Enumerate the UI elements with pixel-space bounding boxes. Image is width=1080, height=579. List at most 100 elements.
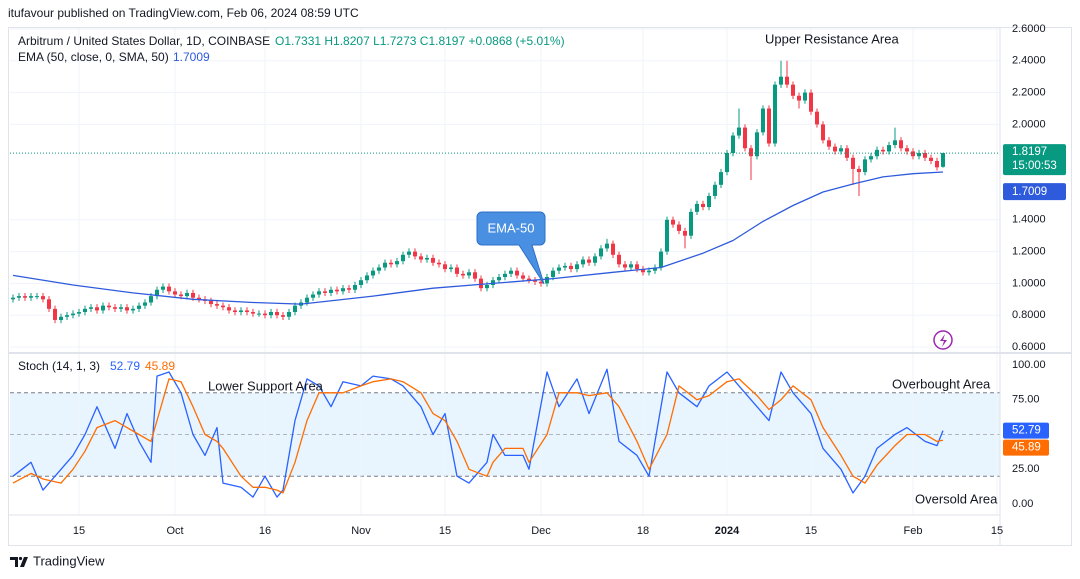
candle-body	[917, 153, 921, 157]
line-series	[12, 171, 944, 305]
candle-body	[743, 127, 747, 149]
candle-body	[455, 267, 459, 274]
candle-body	[815, 111, 819, 125]
candle-body	[395, 261, 399, 265]
candle-body	[623, 264, 627, 268]
candle-body	[833, 146, 837, 152]
ema-tag-label: 1.7009	[1012, 186, 1047, 198]
candle-body	[341, 288, 345, 292]
value-tag	[1003, 422, 1049, 439]
candle-body	[593, 256, 597, 263]
candle-body	[803, 92, 807, 101]
x-tick-label: Dec	[531, 525, 551, 537]
data-layer: 0.6000 0.8000 1.0000 1.2000 1.4000 2.0000 2.20…	[10, 23, 1066, 537]
value-tag-label: 52.79	[1012, 425, 1041, 437]
candle-body	[551, 270, 555, 278]
y-tick-label: 1.2000	[1012, 246, 1046, 258]
candle-body	[221, 305, 225, 308]
candle-body	[125, 307, 129, 311]
candle-body	[497, 277, 501, 281]
candle-body	[617, 254, 621, 265]
candle-body	[113, 307, 117, 309]
candle-body	[215, 304, 219, 306]
candle-body	[737, 127, 741, 136]
candle-body	[431, 257, 435, 263]
annotation: Lower Support Area	[208, 378, 324, 393]
candle-body	[635, 264, 639, 270]
candle-body	[911, 151, 915, 157]
value-tag-label: 45.89	[1012, 442, 1041, 454]
candle-body	[191, 292, 195, 298]
candle-body	[863, 159, 867, 173]
candle-body	[587, 259, 591, 263]
candle-body	[389, 262, 393, 265]
candle-body	[887, 145, 891, 152]
candle-body	[401, 254, 405, 262]
y-tick-label: 1.0000	[1012, 277, 1046, 289]
callout	[476, 211, 546, 285]
candle-body	[731, 135, 735, 154]
candle-body	[59, 316, 63, 320]
event-icon-bolt	[940, 334, 947, 347]
candle-body	[503, 273, 507, 278]
candle-body	[575, 264, 579, 270]
line-series	[12, 378, 944, 494]
candle-body	[485, 284, 489, 289]
candle-body	[659, 251, 663, 268]
x-tick-label: 15	[73, 525, 85, 537]
ohlc-legend: O1.7331 H1.8207 L1.7273 C1.8197 +0.0868 …	[275, 34, 565, 48]
x-tick-label: 18	[637, 525, 649, 537]
y-tick-label: 1.4000	[1012, 214, 1046, 226]
candle-body	[425, 257, 429, 260]
candle-body	[755, 132, 759, 157]
candle-body	[671, 219, 675, 225]
candle-body	[695, 203, 699, 212]
annotation: Upper Resistance Area	[765, 31, 899, 46]
candle-body	[173, 291, 177, 295]
candle-body	[779, 76, 783, 85]
candle-body	[17, 296, 21, 298]
frame	[8, 27, 1072, 546]
y-tick-label: 25.00	[1012, 463, 1040, 475]
header: itufavour published on TradingView.com, …	[8, 6, 359, 20]
candle-body	[473, 272, 477, 279]
candle-body	[137, 305, 141, 309]
ema-legend-value: 1.7009	[173, 50, 210, 64]
candle-body	[569, 265, 573, 270]
candle-body	[185, 292, 189, 297]
candle-body	[773, 84, 777, 144]
candle-body	[611, 243, 615, 255]
candle-body	[155, 289, 159, 297]
candle-body	[179, 294, 183, 297]
candle-body	[233, 310, 237, 313]
candle-body	[107, 305, 111, 308]
candle-body	[347, 288, 351, 290]
event-icon[interactable]	[933, 330, 953, 350]
candle-body	[263, 313, 267, 316]
candle-body	[647, 270, 651, 273]
candle-body	[629, 264, 633, 268]
stoch-d-legend-value: 45.89	[145, 359, 175, 373]
candle-body	[707, 195, 711, 208]
candle-body	[665, 219, 669, 252]
countdown-label: 15:00:53	[1012, 160, 1057, 172]
candle-body	[563, 265, 567, 268]
candle-body	[35, 296, 39, 298]
logo-dot	[18, 556, 23, 561]
candle-body	[725, 153, 729, 173]
candle-body	[83, 308, 87, 313]
candle-body	[689, 211, 693, 236]
candle-body	[161, 286, 165, 290]
candle-body	[761, 108, 765, 133]
candle-body	[869, 156, 873, 160]
value-tag	[1003, 439, 1049, 456]
price-tag	[1003, 144, 1066, 176]
candle-body	[89, 307, 93, 309]
candle-body	[467, 272, 471, 276]
logo	[10, 556, 28, 567]
candle-body	[791, 84, 795, 96]
candle-body	[719, 172, 723, 185]
candle-body	[785, 76, 789, 85]
candle-body	[65, 315, 69, 317]
candle-body	[419, 256, 423, 260]
